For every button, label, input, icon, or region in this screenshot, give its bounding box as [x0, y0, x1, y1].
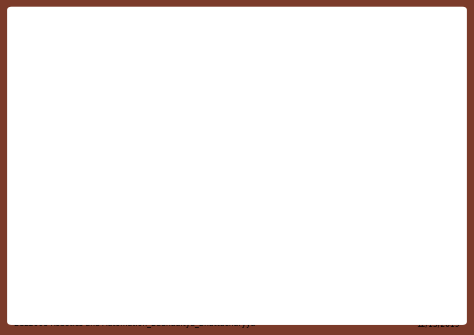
Text: SHOULDER: SHOULDER	[19, 132, 46, 136]
Text: End Effectors
/Grippers: End Effectors /Grippers	[264, 150, 357, 182]
Text: 5.: 5.	[237, 232, 250, 247]
Bar	[14, 47, 223, 305]
Text: 1.: 1.	[237, 105, 250, 119]
Text: FOREARM
(OUTER LINK): FOREARM (OUTER LINK)	[149, 234, 182, 245]
Circle shape	[95, 271, 109, 281]
Text: Controllers: Controllers	[264, 259, 340, 273]
Text: TRUNK: TRUNK	[19, 189, 36, 193]
Text: The various parts of a
robot includes :: The various parts of a robot includes :	[237, 57, 398, 93]
Text: 4.: 4.	[237, 206, 250, 220]
Text: 7.: 7.	[237, 286, 250, 300]
Circle shape	[99, 289, 119, 304]
Text: A Robotic System-Robot Components: A Robotic System-Robot Components	[17, 15, 457, 35]
Text: UPPER ARM
(INNER LINK): UPPER ARM (INNER LINK)	[164, 63, 196, 74]
Text: ECE2008 Robotics and Automation_Budhaditya_Bhattacharyya: ECE2008 Robotics and Automation_Budhadit…	[14, 320, 255, 328]
Text: WRIST
(Gripper not shown): WRIST (Gripper not shown)	[62, 291, 109, 302]
Circle shape	[88, 146, 116, 166]
Text: Drive / Actuators: Drive / Actuators	[264, 232, 397, 247]
Text: Base.: Base.	[264, 105, 303, 119]
Text: Sensors.: Sensors.	[264, 286, 323, 300]
Text: 3.: 3.	[237, 159, 250, 173]
Text: Wrist: Wrist	[264, 206, 300, 220]
Circle shape	[104, 268, 137, 291]
Text: 12/13/2019: 12/13/2019	[416, 320, 460, 328]
Text: Links and Joints.: Links and Joints.	[264, 132, 377, 146]
Bar	[33, 283, 190, 300]
Circle shape	[71, 156, 114, 186]
Text: 6.: 6.	[237, 259, 250, 273]
Text: 2.: 2.	[237, 132, 250, 146]
Circle shape	[151, 289, 172, 304]
Circle shape	[46, 289, 67, 304]
Circle shape	[133, 271, 147, 281]
